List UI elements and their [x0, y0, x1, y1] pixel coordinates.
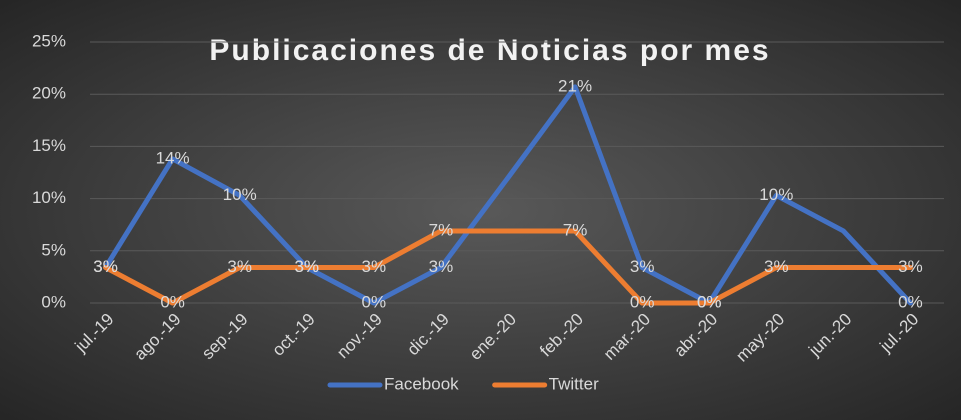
- line: [103, 84, 913, 306]
- chart-title: Publicaciones de Noticias por mes: [209, 34, 770, 67]
- data-label: 0%: [898, 292, 923, 311]
- data-label: 3%: [93, 257, 118, 276]
- data-label: 3%: [630, 257, 655, 276]
- data-label: 3%: [429, 257, 454, 276]
- line: [103, 228, 913, 306]
- data-label: 21%: [558, 76, 592, 95]
- data-label: 10%: [759, 185, 793, 204]
- legend-label: Twitter: [549, 374, 599, 393]
- data-label: 3%: [227, 257, 252, 276]
- data-label: 0%: [160, 292, 185, 311]
- y-tick-label: 0%: [41, 292, 66, 311]
- data-label: 0%: [697, 292, 722, 311]
- data-label: 0%: [697, 292, 722, 311]
- data-label: 3%: [93, 257, 118, 276]
- y-tick-label: 15%: [32, 136, 66, 155]
- legend-label: Facebook: [384, 374, 459, 393]
- y-tick-label: 20%: [32, 84, 66, 103]
- y-tick-label: 25%: [32, 31, 66, 50]
- data-label: 14%: [156, 148, 190, 167]
- y-tick-label: 5%: [41, 240, 66, 259]
- data-label: 0%: [630, 292, 655, 311]
- data-label: 3%: [362, 257, 387, 276]
- data-label: 3%: [764, 257, 789, 276]
- data-label: 10%: [223, 185, 257, 204]
- data-label: 0%: [362, 292, 387, 311]
- data-label: 3%: [294, 257, 319, 276]
- data-label: 7%: [563, 220, 588, 239]
- data-label: 7%: [429, 220, 454, 239]
- y-tick-label: 10%: [32, 188, 66, 207]
- data-label: 3%: [294, 257, 319, 276]
- data-label: 3%: [898, 257, 923, 276]
